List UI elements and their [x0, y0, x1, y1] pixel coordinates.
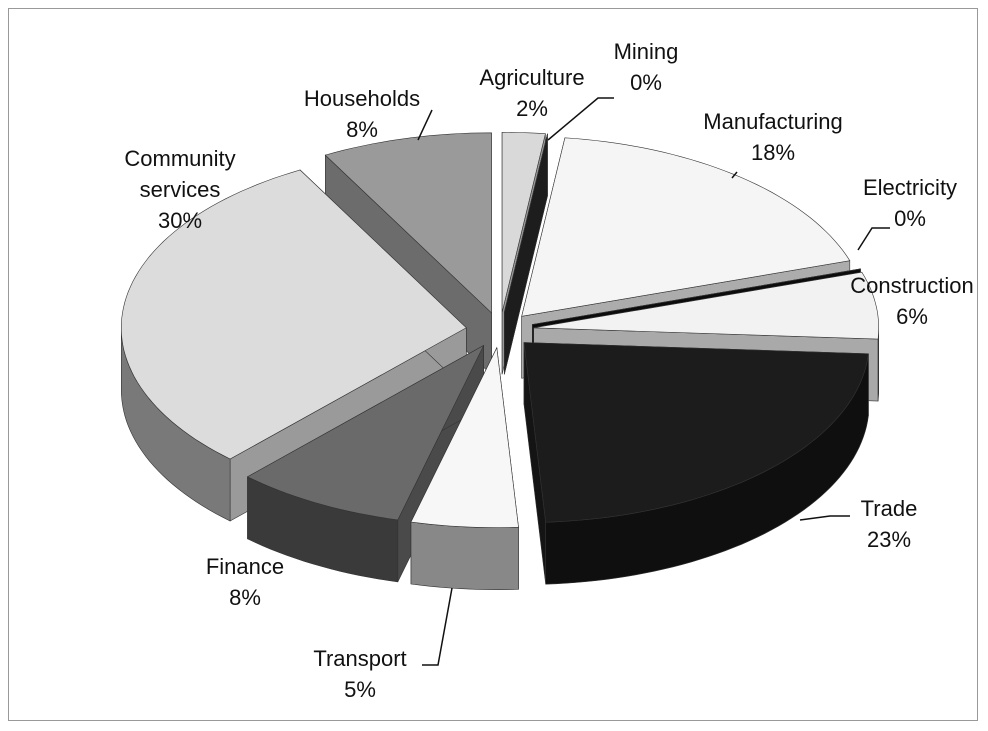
- value-label: 8%: [346, 117, 378, 142]
- leader-line: [857, 227, 890, 251]
- value-label: 6%: [896, 304, 928, 329]
- slice-side: [410, 521, 519, 591]
- data-label: Transport 5%: [313, 643, 406, 705]
- data-label: Manufacturing 18%: [703, 106, 842, 168]
- data-label: Households 8%: [304, 83, 420, 145]
- leader-line: [547, 97, 614, 141]
- category-label: Households: [303, 86, 421, 111]
- slice: [523, 342, 869, 585]
- leader-line: [417, 109, 433, 141]
- leader-line: [422, 587, 453, 666]
- data-label: Agriculture 2%: [479, 62, 584, 124]
- value-label: 0%: [894, 206, 926, 231]
- slice-top: [501, 131, 546, 313]
- leader-lines: [417, 97, 890, 666]
- data-label: Finance 8%: [206, 551, 284, 613]
- leader-line: [731, 171, 738, 179]
- chart-frame: [8, 8, 978, 721]
- slice-top: [246, 344, 485, 521]
- slice-top: [121, 169, 467, 460]
- category-label: Finance: [205, 554, 285, 579]
- data-label: Construction 6%: [850, 270, 974, 332]
- value-label: 2%: [516, 96, 548, 121]
- category-label: Trade: [860, 496, 918, 521]
- category-label: Mining: [613, 39, 679, 64]
- value-label: 30%: [157, 208, 203, 233]
- data-label: Electricity 0%: [863, 172, 957, 234]
- category-label: Community services: [124, 146, 236, 202]
- slice-top: [410, 346, 519, 529]
- slice-top: [324, 132, 492, 314]
- value-label: 0%: [630, 70, 662, 95]
- data-label: Community services 30%: [100, 143, 260, 236]
- slice: [410, 346, 519, 591]
- data-label: Trade 23%: [861, 493, 918, 555]
- value-label: 18%: [750, 140, 796, 165]
- category-label: Transport: [313, 646, 407, 671]
- category-label: Electricity: [862, 175, 958, 200]
- slice-top: [523, 342, 869, 523]
- value-label: 23%: [866, 527, 912, 552]
- category-label: Manufacturing: [703, 109, 843, 134]
- data-label: Mining 0%: [614, 36, 679, 98]
- value-label: 8%: [229, 585, 261, 610]
- leader-line: [799, 515, 850, 521]
- slice-top: [521, 137, 851, 317]
- value-label: 5%: [344, 677, 376, 702]
- slice: [504, 133, 548, 375]
- category-label: Agriculture: [479, 65, 585, 90]
- category-label: Construction: [850, 273, 974, 298]
- slice-top: [533, 271, 880, 340]
- slice-top: [504, 133, 548, 313]
- slice-top: [532, 268, 861, 325]
